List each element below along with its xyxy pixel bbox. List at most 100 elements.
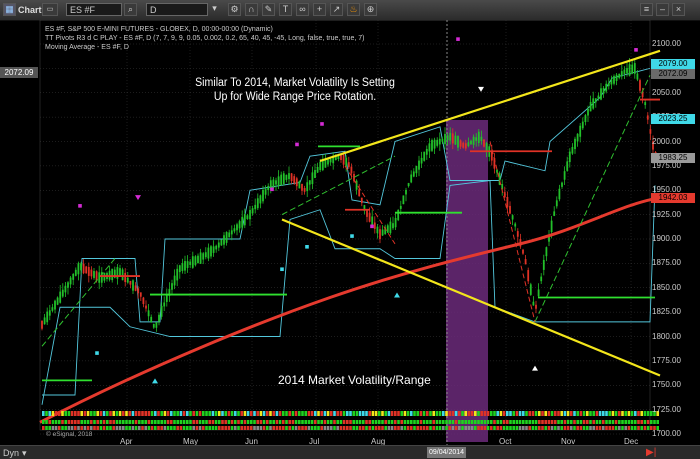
price-tick-label: 1800.00 — [652, 331, 681, 341]
candle-body — [93, 271, 95, 278]
signal-bar-cell — [518, 426, 522, 430]
zoom-icon[interactable]: ⊕ — [364, 3, 377, 16]
signal-bar-cell — [272, 411, 275, 416]
signal-bar-cell — [227, 426, 231, 430]
price-tick-label: 1925.00 — [652, 209, 681, 219]
signal-bar-cell — [221, 411, 224, 416]
signal-bar-cell — [614, 411, 618, 416]
menu-icon[interactable]: ≡ — [640, 3, 653, 16]
signal-bar-cell — [538, 411, 541, 416]
candle-body — [366, 209, 368, 217]
signal-bar-cell — [598, 426, 602, 430]
signal-bar-cell — [426, 426, 429, 430]
signal-bar-cell — [131, 426, 135, 430]
signal-bar-cell — [288, 426, 291, 430]
signal-bar-cell — [646, 411, 650, 416]
headline-line-1: Similar To 2014, Market Volatility Is Se… — [195, 77, 395, 89]
signal-bar-cell — [134, 420, 138, 424]
signal-bar-cell — [365, 426, 368, 430]
candle-body — [74, 269, 77, 276]
fire-icon[interactable]: ♨ — [347, 3, 360, 16]
signal-bar-cell — [150, 426, 154, 430]
signal-bar-cell — [387, 420, 391, 424]
minimize-icon[interactable]: – — [656, 3, 669, 16]
signal-bar-cell — [474, 411, 477, 416]
signal-bar-cell — [304, 420, 307, 424]
candle-body — [233, 228, 236, 232]
signal-bar-cell — [262, 420, 266, 424]
dropdown-icon[interactable]: ▾ — [212, 3, 217, 13]
price-tick-label: 1875.00 — [652, 258, 681, 268]
signal-bar-cell — [54, 411, 58, 416]
signal-bar-cell — [118, 426, 122, 430]
signal-bar-cell — [163, 411, 167, 416]
candle-body — [225, 232, 228, 243]
signal-bar-cell — [429, 426, 432, 430]
candle-body — [298, 181, 301, 189]
signal-bar-cell — [390, 420, 394, 424]
signal-bar-cell — [67, 426, 71, 430]
text-icon[interactable]: T — [279, 3, 292, 16]
month-tick-label: Jul — [309, 437, 320, 446]
period-dropdown-icon[interactable]: ▾ — [22, 448, 27, 458]
signal-bar-cell — [512, 426, 515, 430]
signal-bar-cell — [611, 420, 615, 424]
arrow-icon[interactable]: ↗ — [330, 3, 343, 16]
signal-bar-cell — [93, 426, 96, 430]
signal-bar-cell — [150, 411, 154, 416]
signal-bar-cell — [202, 411, 205, 416]
chart-canvas[interactable] — [0, 19, 700, 445]
signal-bar-cell — [122, 426, 125, 430]
signal-bar-cell — [266, 420, 269, 424]
signal-bar-cell — [326, 411, 330, 416]
candle-body — [373, 222, 376, 229]
signal-bar-cell — [64, 426, 67, 430]
signal-bar-cell — [310, 426, 314, 430]
price-chart[interactable]: ES #F, S&P 500 E-MINI FUTURES - GLOBEX, … — [0, 19, 700, 446]
symbol-input[interactable]: ES #F — [66, 3, 122, 16]
candle-body — [87, 266, 90, 276]
signal-bar-cell — [442, 411, 445, 416]
candle-body — [46, 311, 49, 323]
signal-bar-cell — [474, 426, 477, 430]
magnet-icon[interactable]: ∩ — [245, 3, 258, 16]
candle-body — [524, 259, 527, 265]
signal-bar-cell — [96, 426, 99, 430]
candle-body — [480, 136, 483, 142]
signal-bar-cell — [464, 426, 467, 430]
candle-body — [119, 268, 121, 277]
signal-bar-cell — [576, 426, 579, 430]
settings-icon[interactable]: ⚙ — [228, 3, 241, 16]
candle-body — [207, 247, 210, 259]
signal-bar-cell — [291, 420, 295, 424]
candle-body — [412, 171, 415, 177]
signal-bar-cell — [64, 411, 67, 416]
window-badge-icon[interactable]: ▭ — [42, 3, 58, 16]
signal-bar-cell — [192, 411, 195, 416]
link-icon[interactable]: ∞ — [296, 3, 309, 16]
interval-select[interactable]: D — [146, 3, 208, 16]
signal-bar-cell — [602, 411, 605, 416]
candle-body — [41, 320, 43, 329]
signal-bar-cell — [608, 411, 611, 416]
chart-icon[interactable]: ▦ — [3, 3, 16, 16]
signal-bar-cell — [102, 426, 106, 430]
close-icon[interactable]: × — [672, 3, 685, 16]
plus-icon[interactable]: + — [313, 3, 326, 16]
signal-bar-cell — [333, 420, 336, 424]
search-icon[interactable]: ⌕ — [124, 3, 137, 16]
signal-bar-cell — [650, 426, 653, 430]
copyright-label: © eSignal, 2018 — [46, 431, 93, 438]
period-label[interactable]: Dyn — [3, 448, 20, 458]
candle-body — [397, 209, 400, 221]
signal-bar-cell — [390, 411, 394, 416]
signal-bar-cell — [106, 420, 109, 424]
draw-icon[interactable]: ✎ — [262, 3, 275, 16]
signal-bar-cell — [250, 411, 253, 416]
signal-bar-cell — [304, 426, 307, 430]
fast-forward-icon[interactable]: ▶| — [646, 447, 657, 458]
signal-bar-cell — [205, 426, 208, 430]
candle-body — [171, 283, 173, 290]
candle-body — [402, 195, 405, 205]
